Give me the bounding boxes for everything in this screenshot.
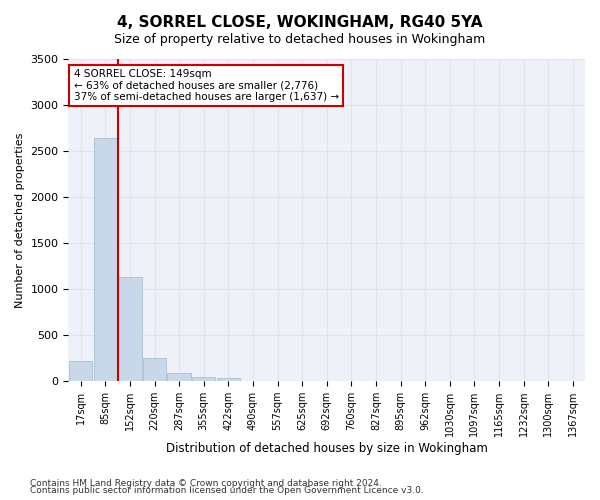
X-axis label: Distribution of detached houses by size in Wokingham: Distribution of detached houses by size … [166,442,488,455]
Bar [167,373,191,381]
Text: 4, SORREL CLOSE, WOKINGHAM, RG40 5YA: 4, SORREL CLOSE, WOKINGHAM, RG40 5YA [117,15,483,30]
Text: Size of property relative to detached houses in Wokingham: Size of property relative to detached ho… [115,32,485,46]
Bar [94,138,117,381]
Bar [143,358,166,381]
Bar [217,378,240,381]
Bar [192,376,215,381]
Bar [118,277,142,381]
Text: 4 SORREL CLOSE: 149sqm
← 63% of detached houses are smaller (2,776)
37% of semi-: 4 SORREL CLOSE: 149sqm ← 63% of detached… [74,68,338,102]
Y-axis label: Number of detached properties: Number of detached properties [15,132,25,308]
Bar [69,361,92,381]
Text: Contains public sector information licensed under the Open Government Licence v3: Contains public sector information licen… [30,486,424,495]
Text: Contains HM Land Registry data © Crown copyright and database right 2024.: Contains HM Land Registry data © Crown c… [30,478,382,488]
